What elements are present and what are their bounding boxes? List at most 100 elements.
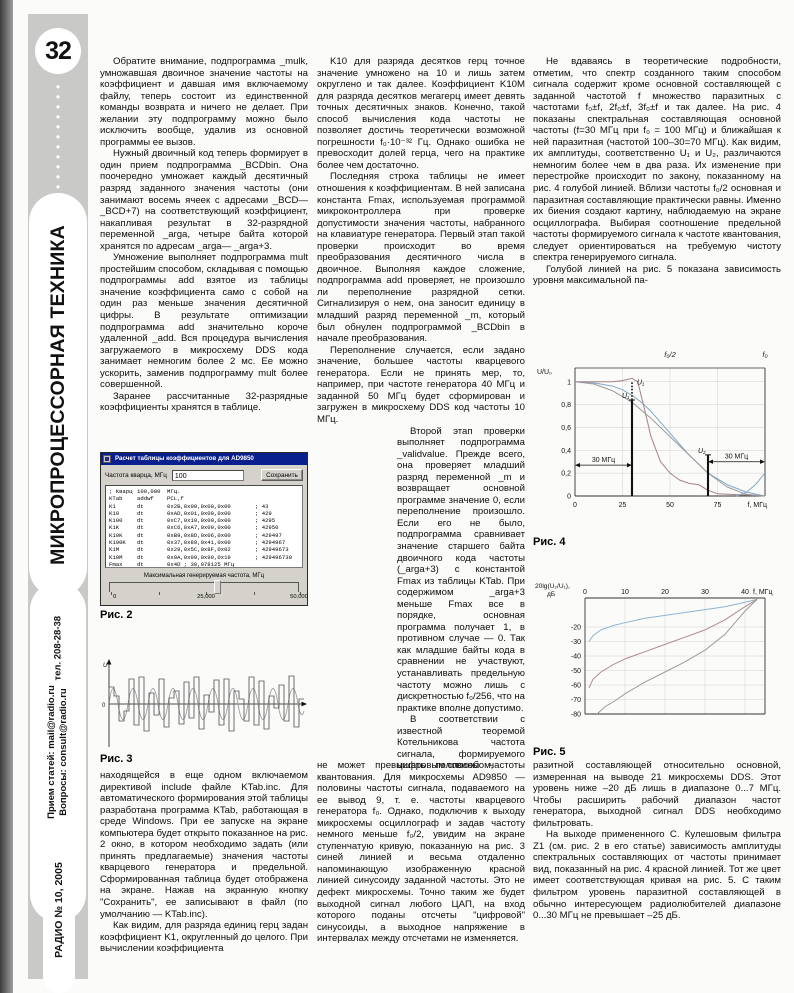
paragraph: Обратите внимание, подпрограмма _mulk, у…: [100, 56, 308, 148]
fig5-y-tick-label: -20: [571, 625, 581, 632]
fig4-marker-label: U₂: [698, 448, 706, 455]
fig4-span-arrow-right: [627, 462, 632, 468]
fig4-x-axis-label: f, МГц: [748, 502, 767, 509]
fig4-series-line: [736, 472, 766, 497]
slider-tick-labels: 0 25,000 50,000: [109, 594, 308, 602]
figure-4-chart: f₀/2 f₀ U/U₀ 0 0,2 0,4 0,6 0,8 1 0 25 50 75 f, МГц U₁ U…: [537, 350, 768, 509]
coefficients-listing: ; Кварц 100,000 МГц. KTab addwf PCL,f K1 dt 0x2B…: [105, 485, 303, 568]
contact-phone: тел. 208-28-38: [52, 615, 64, 681]
fig5-y-tick-label: -80: [571, 712, 581, 719]
fig4-y-tick-label: 0,2: [561, 471, 571, 478]
figure-4-caption: Рис. 4: [533, 536, 566, 548]
figure-2: Расчет таблицы коэффициентов для AD9850 …: [100, 452, 308, 621]
listing-row: K10 dt 0xAD,0x01,0x00,0x00; 429: [109, 509, 272, 517]
paragraph: Умножение выполняет подпрограмма mult пр…: [100, 252, 308, 391]
text-column-1: Обратите внимание, подпрограмма _mulk, у…: [100, 56, 308, 414]
slider-track: [109, 582, 299, 592]
fig5-x-tick-label: 0: [583, 589, 587, 596]
fig5-y-tick-label: -70: [571, 697, 581, 704]
page-edge-shadow: [0, 0, 13, 993]
dot-decoration-top: • • • • • • • • • • •: [55, 80, 61, 194]
fig4-span-label: 30 МГц: [725, 454, 748, 461]
fig5-y-tick-label: -60: [571, 683, 581, 690]
fig4-top-annotation: f₀/2: [664, 350, 676, 359]
fig4-y-tick-label: 0,4: [561, 448, 571, 455]
listing-row: K1 dt 0x2B,0x00,0x00,0x00; 43: [109, 502, 269, 510]
fig5-x-tick-label: 20: [661, 589, 669, 596]
fig4-span-arrow-right: [760, 459, 765, 464]
paragraph: Как видим, для разряда единиц герц задан…: [100, 920, 308, 955]
fig5-x-axis-label: f, МГц: [753, 589, 772, 596]
tick-label: 0: [113, 594, 117, 600]
listing-row: KTab addwf PCL,f: [109, 495, 184, 503]
fig5-y-axis-units: дБ: [547, 591, 555, 598]
figure-3-waveform: U 0: [102, 659, 307, 747]
paragraph: разитной составляющей относительно основ…: [533, 760, 781, 829]
fig5-series-line: [588, 598, 758, 689]
text-column-2-bottom: не может превышать половины частоты кван…: [317, 760, 525, 945]
figure-5-caption: Рис. 5: [533, 746, 566, 758]
fig4-y-tick-label: 0: [567, 494, 571, 501]
fig4-series-line: [574, 381, 766, 497]
save-button[interactable]: Сохранить: [261, 469, 303, 481]
fig4-x-tick-label: 25: [619, 502, 627, 509]
section-rubric: МИКРОПРОЦЕССОРНАЯ ТЕХНИКА: [29, 193, 87, 597]
fig5-x-tick-label: 30: [701, 589, 709, 596]
paragraph: Переполнение случается, если задано знач…: [317, 344, 525, 425]
fig4-y-tick-label: 1: [567, 379, 571, 386]
listing-row: K100 dt 0xC7,0x10,0x00,0x00; 4295: [109, 517, 276, 525]
fig4-marker-label: U₁: [622, 393, 630, 400]
fig5-y-axis-label: 20lg(U₂/U₁),: [535, 583, 570, 590]
quartz-frequency-input[interactable]: 100: [171, 469, 244, 481]
quartz-frequency-label: Частота кварца, МГц: [105, 471, 167, 479]
fig3-origin-label: 0: [102, 703, 106, 709]
app-icon: [103, 455, 111, 463]
fig4-span-arrow-left: [708, 459, 713, 464]
paragraph: В соответствии с известной теоремой Коте…: [397, 714, 525, 772]
text-column-1-bottom: находящейся в еще одном включаемом дирек…: [100, 770, 308, 955]
fig5-series-line: [596, 599, 758, 715]
paragraph: Последняя строка таблицы не имеет отноше…: [317, 171, 525, 345]
fig4-x-tick-label: 50: [666, 502, 674, 509]
fig5-series-line: [588, 598, 758, 642]
ktab-application-window: Расчет таблицы коэффициентов для AD9850 …: [100, 452, 308, 606]
paragraph: Нужный двоичный код теперь формирует в о…: [100, 148, 308, 252]
paragraph: Не вдаваясь в теоретические подробности,…: [533, 56, 781, 264]
figure-5: 20lg(U₂/U₁), дБ -20 -30 -40 -50 -60 -70 -80 0 10 20…: [533, 568, 783, 758]
issue-label: РАДИО № 10, 2005: [43, 827, 75, 993]
tick-label: 50,000: [290, 594, 308, 600]
text-column-3-bottom: разитной составляющей относительно основ…: [533, 760, 781, 922]
fig4-y-tick-label: 0,8: [561, 402, 571, 409]
fig4-y-tick-label: 0,6: [561, 425, 571, 432]
fig5-x-tick-label: 40: [741, 589, 749, 596]
slider-caption: Максимальная генерируемая частота, МГц: [143, 573, 265, 579]
paragraph: Заранее рассчитанные 32-разрядные коэффи…: [100, 390, 308, 414]
listing-row: K100K dt 0x37,0x89,0x41,0x00; 4294967: [109, 539, 286, 547]
max-frequency-slider[interactable]: 0 25,000 50,000: [109, 580, 308, 602]
listing-row: K10M dt 0x9A,0x99,0x99,0x19; 429496730: [109, 553, 292, 561]
fig5-y-tick-label: -30: [571, 639, 581, 646]
slider-thumb[interactable]: [214, 580, 221, 594]
figure-3-caption: Рис. 3: [100, 753, 133, 765]
figure-5-chart: 20lg(U₂/U₁),дБ -20 -30 -40 -50 -60 -70 -80 0 10 20…: [535, 583, 772, 719]
text-column-3: Не вдаваясь в теоретические подробности,…: [533, 56, 781, 287]
fig4-series-line: [575, 377, 766, 497]
paragraph: Голубой линией на рис. 5 показана зависи…: [533, 263, 781, 287]
window-titlebar: Расчет таблицы коэффициентов для AD9850: [101, 453, 307, 465]
paragraph: Второй этап проверки выполняет подпрогра…: [397, 425, 525, 714]
figure-4: f₀/2 f₀ U/U₀ 0 0,2 0,4 0,6 0,8 1 0 25 50 75 f, МГц U₁ U…: [533, 346, 783, 548]
fig5-x-tick-label: 10: [621, 589, 629, 596]
fig4-top-annotation: f₀: [762, 350, 767, 359]
figure-3: U 0 Рис. 3: [100, 655, 308, 765]
fig4-x-tick-label: 75: [714, 502, 722, 509]
paragraph: не может превышать половины частоты кван…: [317, 760, 525, 945]
window-client-area: Частота кварца, МГц 100 Сохранить ; Квар…: [101, 465, 308, 605]
fig4-marker-label: U₁: [637, 380, 645, 387]
paragraph: находящейся в еще одном включаемом дирек…: [100, 770, 308, 920]
listing-row: K10K dt 0xB9,0x8D,0x06,0x00; 429497: [109, 531, 282, 539]
listing-row: ; Кварц 100,000 МГц.: [109, 488, 181, 495]
sidebar-spine: 32 • • • • • • • • • • • МИКРОПРОЦЕССОРНАЯ ТЕХНИКА…: [28, 14, 88, 993]
fig4-y-axis-label: U/U₀: [537, 369, 552, 376]
paragraph: На выходе примененного С. Кулешовым филь…: [533, 829, 781, 922]
